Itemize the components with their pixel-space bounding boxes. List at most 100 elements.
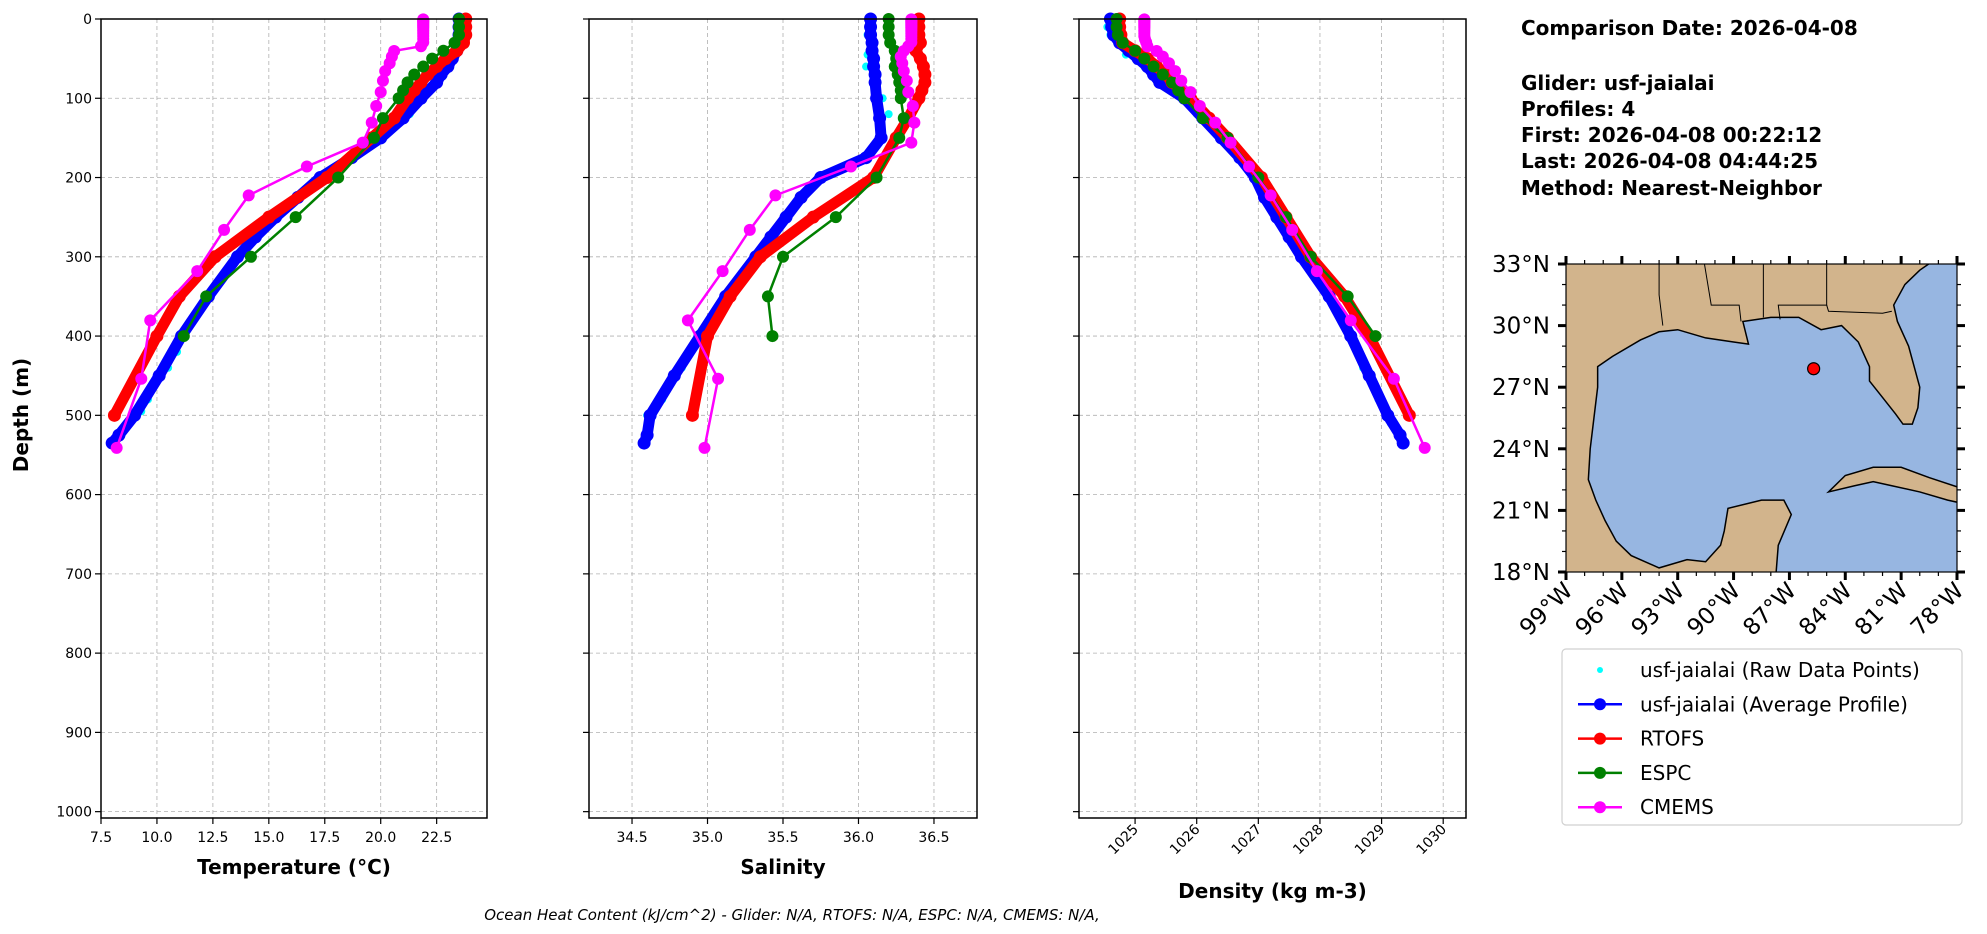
espc-point [392,92,405,105]
state-border [1703,264,1742,322]
x-tick-label: 1025 [1105,822,1142,859]
profile-panels: 0 100 200 300 400 500 600 700 800 900 1000 7.5 10.0 1… [56,12,1467,903]
espc-point [417,60,430,73]
cmems-point [144,314,157,327]
espc-point [332,171,345,184]
glider-point [152,369,166,383]
series-layer [105,12,473,454]
espc-point [761,290,774,303]
rtofs-point [107,408,121,422]
espc-point [426,52,439,65]
x-tick-label: 15.0 [253,830,284,846]
y-tick-label: 500 [65,408,92,424]
cmems-point [681,314,694,327]
axes-frame [588,18,978,819]
x-tick-label: 35.0 [692,830,723,846]
cmems-point [242,189,255,202]
cmems-point [376,74,389,87]
legend-label: ESPC [1640,761,1691,785]
cmems-point [698,441,711,454]
rtofs-point [685,408,699,422]
glider-point [430,75,444,89]
rtofs-point [701,329,715,343]
map-lon-label: 93°W [1627,578,1690,641]
cmems-point [1141,40,1154,53]
glider-location-marker [1807,362,1821,376]
cmems-point [897,65,910,78]
rtofs-point [753,250,767,264]
y-tick-label: 700 [65,567,92,583]
y-tick-label: 100 [65,91,92,107]
cmems-point [218,223,231,236]
rtofs-point [320,171,334,185]
map-lon-label: 84°W [1794,578,1857,641]
x-tick-label: 36.0 [843,830,874,846]
cmems-point [135,372,148,385]
cmems-point [1264,189,1277,202]
y-tick-label: 900 [65,725,92,741]
first-time: First: 2026-04-08 00:22:12 [1521,123,1822,147]
rtofs-point [262,210,276,224]
espc-point [437,44,450,57]
cmems-point [743,223,756,236]
glider-point [1396,436,1410,450]
cmems-point [365,116,378,129]
glider-point [874,131,888,145]
espc-point [1129,44,1142,57]
x-tick-label: 22.5 [421,830,452,846]
espc-point [244,250,257,263]
glider-series [1103,12,1410,450]
espc-point [829,211,842,224]
map-content [1566,264,1957,572]
cmems-point [1224,136,1237,149]
espc-point [870,171,883,184]
cmems-point [908,116,921,129]
cmems-point [844,160,857,173]
legend: usf-jaialai (Raw Data Points) usf-jaialai… [1561,648,1963,826]
rtofs-point [806,210,820,224]
glider-point [873,111,887,125]
cmems-point [110,441,123,454]
legend-swatch-marker [1594,732,1606,745]
info-block: Comparison Date: 2026-04-08 Glider: usf-… [1521,16,1858,200]
state-border [1777,264,1828,320]
x-tick-label: 1029 [1352,822,1389,859]
espc-point [1116,36,1129,49]
cmems-point [1169,65,1182,78]
rtofs-point [387,111,401,125]
espc-series [177,13,466,343]
rtofs-point [208,250,222,264]
glider-point [643,408,657,422]
cmems-point [900,74,913,87]
legend-swatch-point [1597,667,1603,673]
espc-point [766,330,779,343]
cmems-point [1209,116,1222,129]
espc-point [893,131,906,144]
legend-entry: RTOFS [1578,727,1704,751]
x-tick-label: 1026 [1167,821,1204,858]
y-axis-label: Depth (m) [9,358,33,472]
cmems-point [1418,441,1431,454]
temperature-panel: 0 100 200 300 400 500 600 700 800 900 1000 7.5 10.0 1… [56,12,488,879]
glider-point [794,190,808,204]
map-lon-label: 96°W [1571,578,1634,641]
x-axis-label: Density (kg m-3) [1178,879,1367,903]
legend-swatch-marker [1594,766,1606,779]
legend-label: usf-jaialai (Average Profile) [1640,692,1908,716]
espc-point [289,211,302,224]
espc-point [448,36,461,49]
glider-point [868,75,882,89]
espc-point [1341,290,1354,303]
legend-entry: usf-jaialai (Average Profile) [1578,692,1908,716]
map-lat-label: 33°N [1492,252,1550,278]
map-lon-label: 87°W [1738,578,1801,641]
espc-point [777,250,789,263]
legend-swatch-marker [1594,801,1606,814]
legend-label: RTOFS [1640,727,1704,751]
state-border [1826,304,1892,314]
series-layer [1103,12,1431,454]
x-tick-label: 1027 [1229,822,1266,859]
map-lat-label: 24°N [1492,437,1550,463]
glider-point [1344,329,1358,343]
x-tick-label: 20.0 [365,830,396,846]
